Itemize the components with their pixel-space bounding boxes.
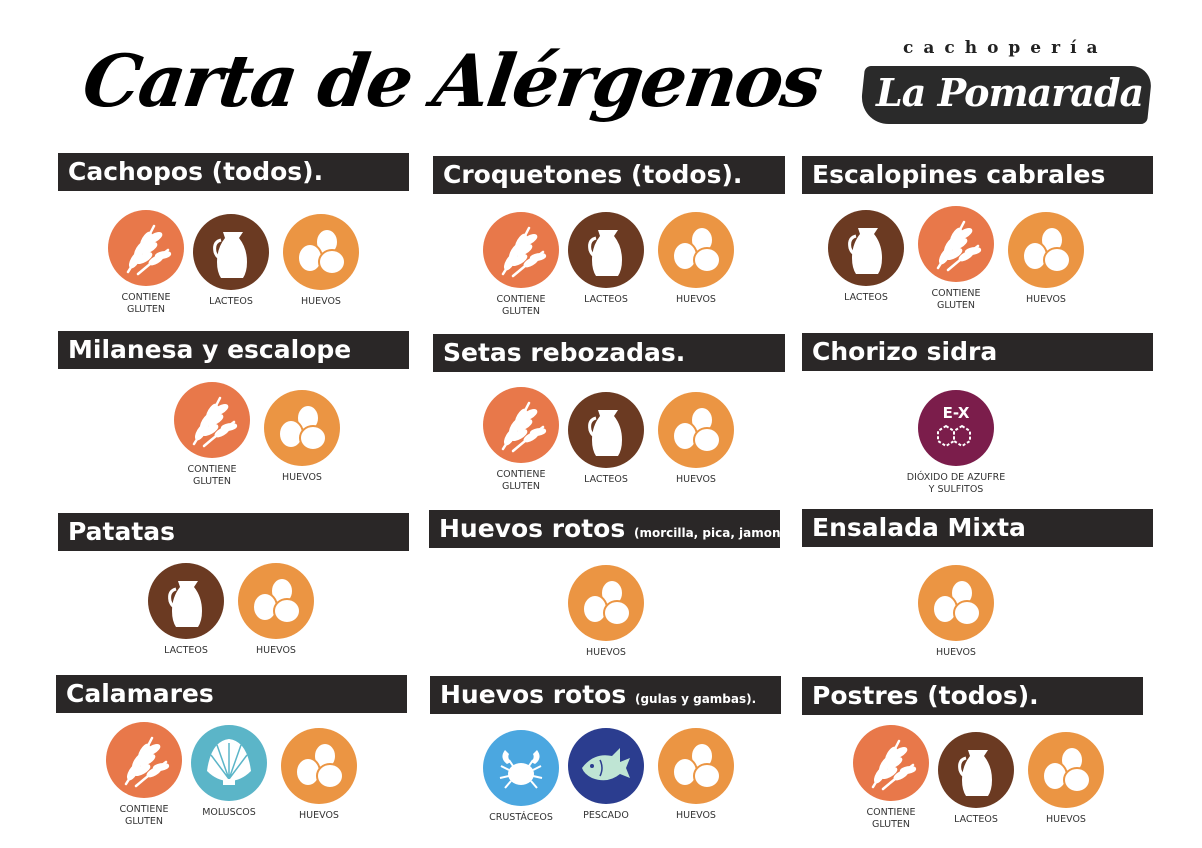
section-header: Calamares: [56, 675, 407, 713]
allergen-label: HUEVOS: [301, 296, 341, 307]
section-title: Escalopines cabrales: [812, 160, 1106, 189]
section-title: Huevos rotos: [439, 514, 626, 543]
allergen-label: LACTEOS: [164, 645, 208, 656]
allergen-label: HUEVOS: [256, 645, 296, 656]
eggs-icon: [264, 390, 340, 466]
section-title: Calamares: [66, 679, 214, 708]
wheat-icon: [918, 206, 994, 282]
allergen-label: CONTIENE GLUTEN: [931, 288, 981, 311]
crab-icon: [483, 730, 559, 806]
section-title: Postres (todos).: [812, 681, 1039, 710]
section-header: Huevos rotos (morcilla, pica, jamon): [429, 510, 786, 548]
section-header: Patatas: [58, 513, 409, 551]
svg-text:E-X: E-X: [943, 404, 970, 422]
jug-icon: [828, 210, 904, 286]
jug-icon: [193, 214, 269, 290]
allergen-label: LACTEOS: [584, 294, 628, 305]
section-title: Huevos rotos: [440, 680, 627, 709]
eggs-icon: [1028, 732, 1104, 808]
allergen-label: LACTEOS: [954, 814, 998, 825]
section-title: Setas rebozadas.: [443, 338, 686, 367]
section-header: Milanesa y escalope: [58, 331, 409, 369]
wheat-icon: [106, 722, 182, 798]
allergen-label: PESCADO: [583, 810, 629, 821]
section-title: Croquetones (todos).: [443, 160, 743, 189]
section-header: Croquetones (todos).: [433, 156, 785, 194]
allergen-label: CONTIENE GLUTEN: [866, 807, 916, 830]
eggs-icon: [238, 563, 314, 639]
eggs-icon: [918, 565, 994, 641]
allergen-label: CONTIENE GLUTEN: [496, 294, 546, 317]
wheat-icon: [108, 210, 184, 286]
section-header: Setas rebozadas.: [433, 334, 785, 372]
wheat-icon: [483, 387, 559, 463]
allergen-label: HUEVOS: [586, 647, 626, 658]
allergen-label: HUEVOS: [282, 472, 322, 483]
section-title: Patatas: [68, 517, 176, 546]
shell-icon: [191, 725, 267, 801]
allergen-label: CONTIENE GLUTEN: [496, 469, 546, 492]
page-title: Carta de Alérgenos: [78, 38, 827, 123]
section-note: (morcilla, pica, jamon): [633, 526, 787, 540]
wheat-icon: [174, 382, 250, 458]
allergen-label: CONTIENE GLUTEN: [187, 464, 237, 487]
jug-icon: [568, 392, 644, 468]
allergen-label: LACTEOS: [844, 292, 888, 303]
allergen-label: CONTIENE GLUTEN: [119, 804, 169, 827]
section-header: Chorizo sidra: [802, 333, 1153, 371]
allergen-label: LACTEOS: [584, 474, 628, 485]
allergen-label: HUEVOS: [676, 294, 716, 305]
section-title: Chorizo sidra: [812, 337, 998, 366]
eggs-icon: [658, 728, 734, 804]
allergen-label: LACTEOS: [209, 296, 253, 307]
eggs-icon: [658, 392, 734, 468]
allergen-label: HUEVOS: [1046, 814, 1086, 825]
section-title: Milanesa y escalope: [68, 335, 352, 364]
eggs-icon: [658, 212, 734, 288]
allergen-label: HUEVOS: [299, 810, 339, 821]
allergen-label: CONTIENE GLUTEN: [121, 292, 171, 315]
wheat-icon: [853, 725, 929, 801]
allergen-label: CRUSTÁCEOS: [489, 812, 553, 823]
section-title: Ensalada Mixta: [812, 513, 1026, 542]
section-header: Postres (todos).: [802, 677, 1143, 715]
eggs-icon: [283, 214, 359, 290]
sulfite-molecule-icon: E-X: [918, 390, 994, 466]
eggs-icon: [281, 728, 357, 804]
wheat-icon: [483, 212, 559, 288]
logo-name: La Pomarada: [876, 70, 1144, 115]
jug-icon: [148, 563, 224, 639]
eggs-icon: [1008, 212, 1084, 288]
jug-icon: [938, 732, 1014, 808]
section-note: (gulas y gambas).: [634, 692, 757, 706]
allergen-label: HUEVOS: [1026, 294, 1066, 305]
section-header: Huevos rotos (gulas y gambas).: [430, 676, 781, 714]
fish-icon: [568, 728, 644, 804]
section-header: Cachopos (todos).: [58, 153, 409, 191]
allergen-label: HUEVOS: [936, 647, 976, 658]
allergen-label: DIÓXIDO DE AZUFRE Y SULFITOS: [906, 472, 1006, 495]
eggs-icon: [568, 565, 644, 641]
allergen-label: HUEVOS: [676, 810, 716, 821]
section-header: Ensalada Mixta: [802, 509, 1153, 547]
allergen-label: HUEVOS: [676, 474, 716, 485]
allergen-label: MOLUSCOS: [202, 807, 256, 818]
logo-tagline: cachopería: [903, 38, 1108, 58]
section-title: Cachopos (todos).: [68, 157, 324, 186]
jug-icon: [568, 212, 644, 288]
section-header: Escalopines cabrales: [802, 156, 1153, 194]
